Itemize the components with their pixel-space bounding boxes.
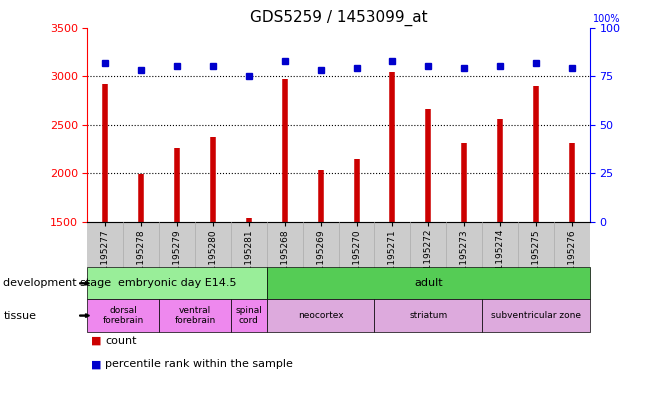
Text: count: count — [105, 336, 137, 345]
Text: percentile rank within the sample: percentile rank within the sample — [105, 359, 293, 369]
Text: adult: adult — [414, 278, 443, 288]
Text: ■: ■ — [91, 336, 101, 345]
Text: ■: ■ — [91, 359, 101, 369]
Text: tissue: tissue — [3, 310, 36, 321]
Text: ventral
forebrain: ventral forebrain — [174, 306, 216, 325]
Text: neocortex: neocortex — [298, 311, 343, 320]
Text: 100%: 100% — [593, 14, 620, 24]
Text: embryonic day E14.5: embryonic day E14.5 — [118, 278, 237, 288]
Text: subventricular zone: subventricular zone — [491, 311, 581, 320]
Text: dorsal
forebrain: dorsal forebrain — [103, 306, 144, 325]
Text: development stage: development stage — [3, 278, 111, 288]
Text: spinal
cord: spinal cord — [235, 306, 262, 325]
Text: striatum: striatum — [409, 311, 447, 320]
Title: GDS5259 / 1453099_at: GDS5259 / 1453099_at — [249, 10, 428, 26]
